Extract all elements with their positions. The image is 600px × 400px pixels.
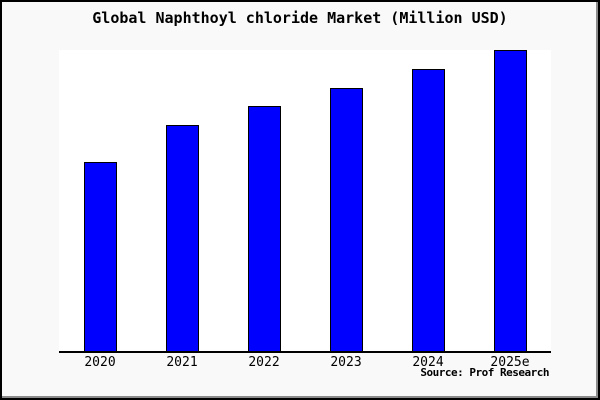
source-credit: Source: Prof Research [420,366,549,379]
bar-2025e [493,50,527,351]
bar-2020 [83,162,117,351]
plot-area [59,50,551,353]
x-tick-label-2023: 2023 [330,355,362,370]
x-tick-row: 2020 2021 2022 2023 2024 2025e [59,355,551,370]
bar-2022 [247,106,281,351]
x-tick-label-2024: 2024 [412,355,444,370]
x-tick-label-2025e: 2025e [490,355,530,370]
x-tick-label-2021: 2021 [166,355,198,370]
bar-2023 [329,88,363,351]
bar-2024 [411,69,445,351]
x-tick-label-2022: 2022 [248,355,280,370]
bar-2021 [165,125,199,351]
chart-title: Global Naphthoyl chloride Market (Millio… [92,9,508,27]
x-tick-label-2020: 2020 [84,355,116,370]
